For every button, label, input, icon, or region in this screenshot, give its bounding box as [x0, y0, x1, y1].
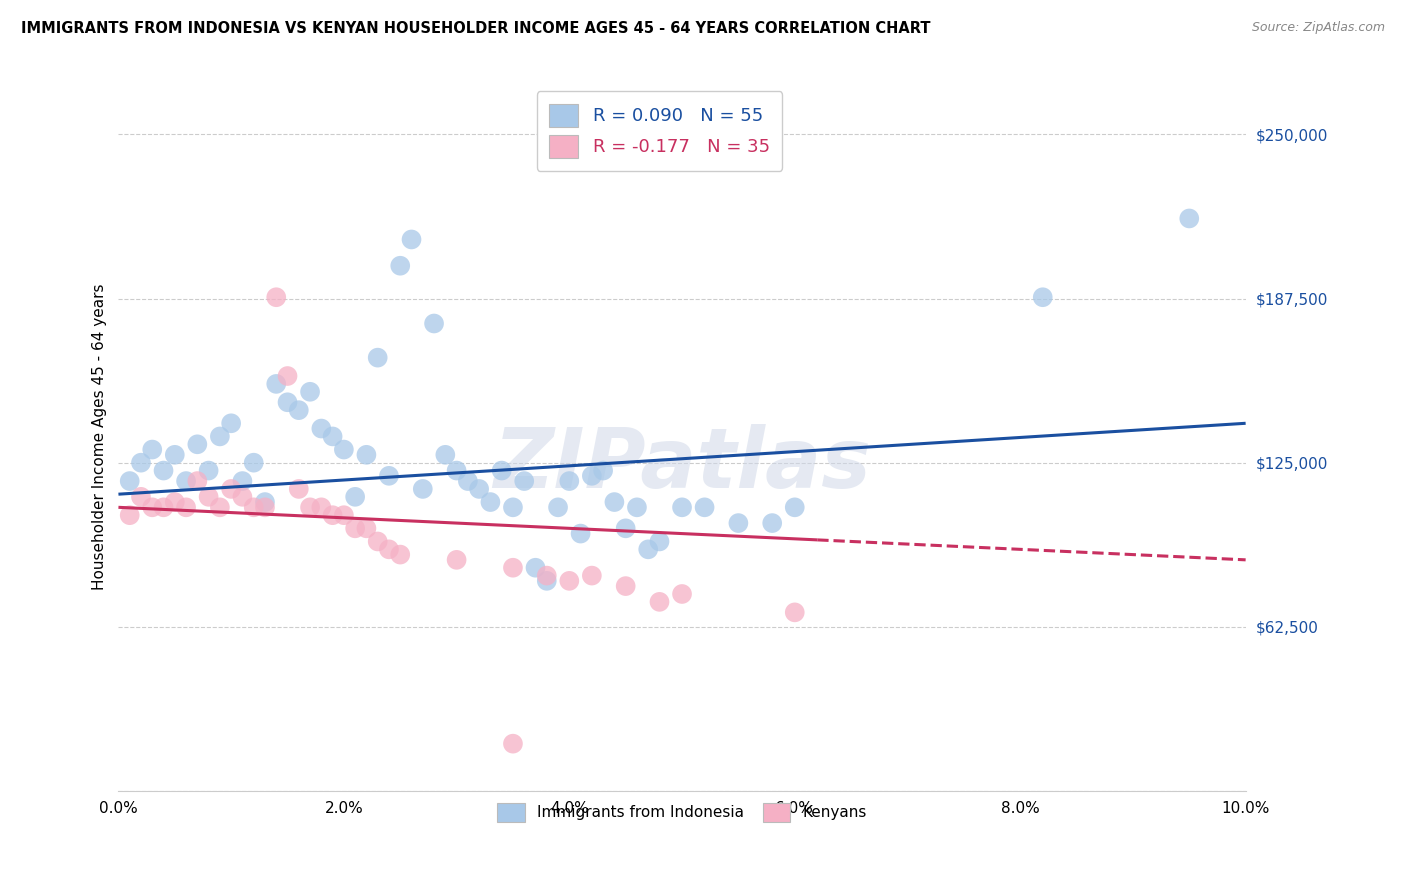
- Point: [581, 468, 603, 483]
- Point: [614, 579, 637, 593]
- Point: [242, 500, 264, 515]
- Point: [603, 495, 626, 509]
- Point: [163, 495, 186, 509]
- Point: [322, 508, 344, 523]
- Point: [614, 521, 637, 535]
- Point: [468, 482, 491, 496]
- Point: [569, 526, 592, 541]
- Point: [152, 500, 174, 515]
- Text: IMMIGRANTS FROM INDONESIA VS KENYAN HOUSEHOLDER INCOME AGES 45 - 64 YEARS CORREL: IMMIGRANTS FROM INDONESIA VS KENYAN HOUS…: [21, 21, 931, 36]
- Point: [333, 442, 356, 457]
- Point: [242, 456, 264, 470]
- Point: [118, 474, 141, 488]
- Point: [186, 474, 208, 488]
- Point: [356, 448, 378, 462]
- Point: [378, 468, 401, 483]
- Point: [367, 351, 389, 365]
- Point: [626, 500, 648, 515]
- Legend: Immigrants from Indonesia, Kenyans: Immigrants from Indonesia, Kenyans: [489, 796, 875, 830]
- Point: [219, 417, 242, 431]
- Point: [219, 482, 242, 496]
- Point: [491, 464, 513, 478]
- Point: [152, 464, 174, 478]
- Point: [299, 500, 322, 515]
- Point: [141, 442, 163, 457]
- Point: [311, 500, 333, 515]
- Point: [536, 568, 558, 582]
- Point: [412, 482, 434, 496]
- Point: [536, 574, 558, 588]
- Point: [174, 474, 197, 488]
- Point: [288, 482, 311, 496]
- Point: [446, 553, 468, 567]
- Point: [434, 448, 457, 462]
- Point: [783, 500, 806, 515]
- Y-axis label: Householder Income Ages 45 - 64 years: Householder Income Ages 45 - 64 years: [93, 283, 107, 590]
- Point: [264, 290, 287, 304]
- Point: [671, 500, 693, 515]
- Point: [502, 500, 524, 515]
- Point: [761, 516, 783, 530]
- Point: [208, 500, 231, 515]
- Point: [693, 500, 716, 515]
- Point: [592, 464, 614, 478]
- Point: [197, 490, 219, 504]
- Point: [197, 464, 219, 478]
- Point: [231, 490, 253, 504]
- Point: [1032, 290, 1054, 304]
- Point: [547, 500, 569, 515]
- Point: [186, 437, 208, 451]
- Point: [174, 500, 197, 515]
- Point: [333, 508, 356, 523]
- Point: [118, 508, 141, 523]
- Point: [378, 542, 401, 557]
- Point: [276, 395, 298, 409]
- Point: [344, 490, 367, 504]
- Point: [558, 574, 581, 588]
- Point: [288, 403, 311, 417]
- Point: [141, 500, 163, 515]
- Point: [637, 542, 659, 557]
- Point: [513, 474, 536, 488]
- Point: [389, 259, 412, 273]
- Text: Source: ZipAtlas.com: Source: ZipAtlas.com: [1251, 21, 1385, 34]
- Point: [558, 474, 581, 488]
- Point: [356, 521, 378, 535]
- Point: [367, 534, 389, 549]
- Point: [727, 516, 749, 530]
- Point: [401, 232, 423, 246]
- Point: [253, 495, 276, 509]
- Point: [253, 500, 276, 515]
- Point: [322, 429, 344, 443]
- Point: [423, 317, 446, 331]
- Text: ZIPatlas: ZIPatlas: [494, 425, 870, 505]
- Point: [264, 376, 287, 391]
- Point: [1178, 211, 1201, 226]
- Point: [457, 474, 479, 488]
- Point: [208, 429, 231, 443]
- Point: [783, 606, 806, 620]
- Point: [446, 464, 468, 478]
- Point: [648, 534, 671, 549]
- Point: [344, 521, 367, 535]
- Point: [129, 490, 152, 504]
- Point: [231, 474, 253, 488]
- Point: [299, 384, 322, 399]
- Point: [163, 448, 186, 462]
- Point: [502, 737, 524, 751]
- Point: [648, 595, 671, 609]
- Point: [671, 587, 693, 601]
- Point: [276, 369, 298, 384]
- Point: [389, 548, 412, 562]
- Point: [129, 456, 152, 470]
- Point: [311, 421, 333, 435]
- Point: [479, 495, 502, 509]
- Point: [502, 560, 524, 574]
- Point: [524, 560, 547, 574]
- Point: [581, 568, 603, 582]
